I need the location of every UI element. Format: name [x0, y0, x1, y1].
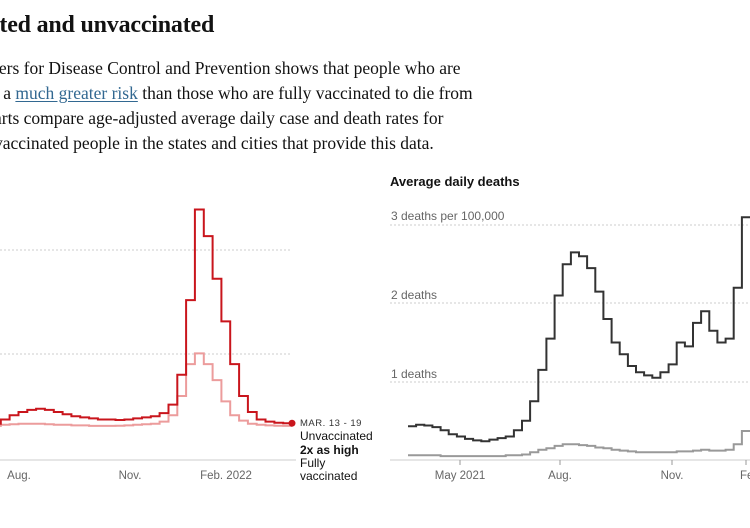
deaths-x-tick-label: Fe: [740, 470, 750, 482]
much-greater-risk-link[interactable]: much greater risk: [15, 83, 138, 103]
cases-endpoint-dot: [288, 419, 296, 427]
deaths-vaccinated-series-line: [408, 430, 750, 458]
cases-unvaccinated-series-line: [0, 208, 292, 425]
deaths-x-tick-label: Nov.: [661, 470, 684, 482]
cases-chart: Aug. Nov. Feb. 2022 MAR. 13 - 19 Unvacci…: [0, 208, 373, 483]
intro-line-3: arts compare age-adjusted average daily …: [0, 108, 444, 128]
deaths-gridlines: [390, 224, 750, 383]
annotation-vaccinated-label: vaccinated: [300, 469, 357, 483]
annotation-ratio: 2x as high: [300, 443, 359, 457]
intro-line-4: vaccinated people in the states and citi…: [0, 133, 434, 153]
annotation-unvaccinated-label: Unvaccinated: [300, 429, 373, 443]
cases-x-tick-label: Feb. 2022: [200, 470, 252, 482]
intro-line-1: ters for Disease Control and Prevention …: [0, 58, 461, 78]
deaths-y-tick-label: 1 deaths: [391, 367, 437, 381]
annotation-date: MAR. 13 - 19: [300, 418, 362, 429]
cases-x-axis: Aug. Nov. Feb. 2022: [7, 470, 252, 482]
annotation-fully-label: Fully: [300, 456, 325, 470]
cases-x-tick-label: Nov.: [119, 470, 142, 482]
deaths-chart-title: Average daily deaths: [390, 174, 520, 189]
cases-x-tick-label: Aug.: [7, 470, 31, 482]
deaths-x-tick-label: Aug.: [548, 470, 572, 482]
headline: inated and unvaccinated: [0, 12, 215, 38]
cases-annotation: MAR. 13 - 19 Unvaccinated 2x as high Ful…: [300, 418, 373, 483]
intro-paragraph: ters for Disease Control and Prevention …: [0, 56, 473, 156]
intro-line-2-end: than those who are fully vaccinated to d…: [137, 83, 473, 103]
deaths-x-tick-label: May 2021: [435, 470, 486, 482]
deaths-x-axis: May 2021 Aug. Nov. Fe: [435, 460, 750, 482]
cases-gridlines: [0, 249, 292, 355]
deaths-y-tick-label: 3 deaths per 100,000: [391, 209, 505, 223]
cases-vaccinated-series-line: [0, 352, 292, 427]
deaths-y-tick-label: 2 deaths: [391, 288, 437, 302]
intro-line-2-start: t a: [0, 83, 12, 103]
deaths-unvaccinated-series-line: [408, 216, 750, 443]
intro-line-2: t a much greater risk than those who are…: [0, 81, 473, 106]
deaths-y-axis: 3 deaths per 100,000 2 deaths 1 deaths: [391, 209, 505, 381]
